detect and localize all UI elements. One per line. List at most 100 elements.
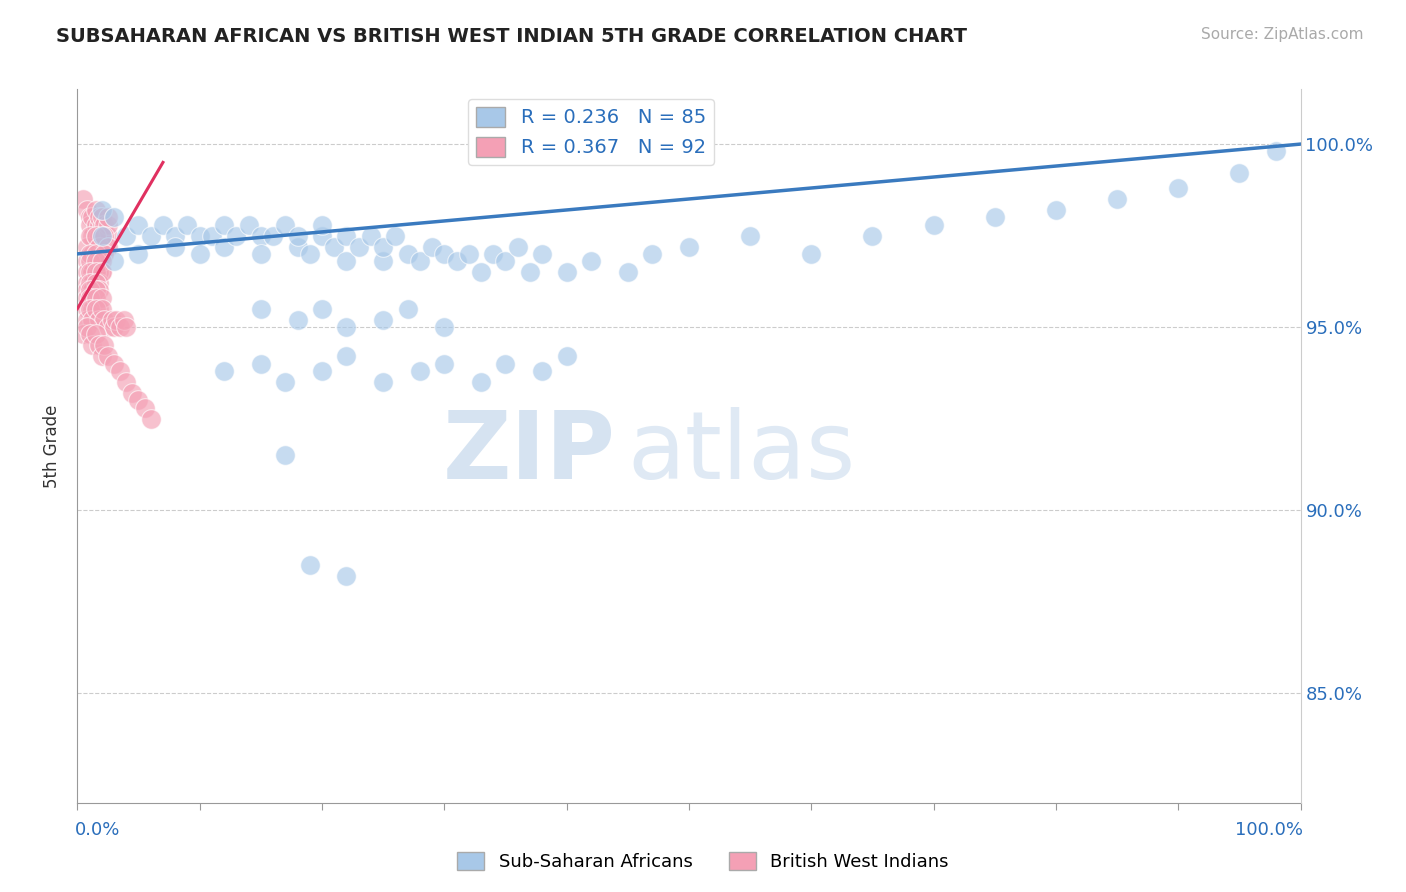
- Point: [1045, 202, 1067, 217]
- Point: [80, 247, 103, 261]
- Point: [128, 393, 150, 408]
- Point: [298, 247, 321, 261]
- Point: [79, 327, 101, 342]
- Point: [188, 228, 211, 243]
- Point: [93, 338, 115, 352]
- Point: [90, 301, 112, 316]
- Point: [76, 276, 98, 290]
- Point: [93, 312, 115, 326]
- Point: [84, 202, 107, 217]
- Point: [79, 276, 101, 290]
- Point: [93, 228, 115, 243]
- Point: [89, 211, 111, 225]
- Point: [90, 211, 112, 225]
- Point: [90, 349, 112, 363]
- Point: [347, 239, 370, 253]
- Point: [115, 228, 138, 243]
- Point: [90, 254, 112, 268]
- Point: [97, 228, 120, 243]
- Point: [97, 349, 120, 363]
- Point: [311, 218, 333, 232]
- Point: [89, 218, 111, 232]
- Point: [298, 558, 321, 572]
- Point: [139, 228, 162, 243]
- Point: [323, 239, 346, 253]
- Point: [384, 228, 406, 243]
- Point: [617, 265, 640, 279]
- Point: [274, 375, 297, 389]
- Point: [112, 312, 135, 326]
- Point: [84, 284, 107, 298]
- Point: [84, 276, 107, 290]
- Point: [311, 228, 333, 243]
- Y-axis label: 5th Grade: 5th Grade: [44, 404, 62, 488]
- Point: [80, 265, 103, 279]
- Point: [396, 247, 419, 261]
- Point: [274, 218, 297, 232]
- Point: [90, 218, 112, 232]
- Point: [531, 364, 554, 378]
- Point: [409, 364, 432, 378]
- Point: [97, 320, 120, 334]
- Point: [470, 265, 492, 279]
- Point: [89, 301, 111, 316]
- Point: [80, 228, 103, 243]
- Point: [90, 228, 112, 243]
- Point: [121, 386, 143, 401]
- Point: [519, 265, 541, 279]
- Point: [457, 247, 479, 261]
- Point: [1229, 166, 1251, 180]
- Point: [470, 375, 492, 389]
- Point: [287, 228, 309, 243]
- Point: [225, 228, 247, 243]
- Point: [446, 254, 468, 268]
- Point: [84, 254, 107, 268]
- Point: [79, 265, 101, 279]
- Point: [262, 228, 284, 243]
- Point: [128, 218, 150, 232]
- Point: [72, 327, 94, 342]
- Point: [420, 239, 443, 253]
- Point: [201, 228, 224, 243]
- Point: [165, 239, 187, 253]
- Point: [335, 228, 357, 243]
- Point: [80, 291, 103, 305]
- Point: [80, 301, 103, 316]
- Point: [495, 254, 517, 268]
- Point: [97, 211, 120, 225]
- Point: [128, 247, 150, 261]
- Point: [287, 239, 309, 253]
- Point: [89, 312, 111, 326]
- Point: [212, 218, 235, 232]
- Point: [89, 265, 111, 279]
- Point: [740, 228, 762, 243]
- Point: [250, 247, 273, 261]
- Point: [108, 320, 131, 334]
- Text: 0.0%: 0.0%: [75, 822, 121, 839]
- Point: [555, 349, 578, 363]
- Point: [250, 228, 273, 243]
- Point: [93, 228, 115, 243]
- Point: [84, 247, 107, 261]
- Point: [115, 375, 138, 389]
- Point: [371, 254, 394, 268]
- Point: [335, 569, 357, 583]
- Point: [433, 320, 456, 334]
- Point: [90, 247, 112, 261]
- Point: [80, 276, 103, 290]
- Point: [97, 239, 120, 253]
- Point: [79, 247, 101, 261]
- Point: [90, 265, 112, 279]
- Point: [922, 218, 945, 232]
- Point: [984, 211, 1007, 225]
- Point: [76, 265, 98, 279]
- Point: [84, 265, 107, 279]
- Point: [89, 228, 111, 243]
- Point: [80, 338, 103, 352]
- Point: [433, 247, 456, 261]
- Point: [103, 254, 125, 268]
- Point: [495, 357, 517, 371]
- Point: [80, 211, 103, 225]
- Text: atlas: atlas: [628, 407, 856, 500]
- Point: [579, 254, 602, 268]
